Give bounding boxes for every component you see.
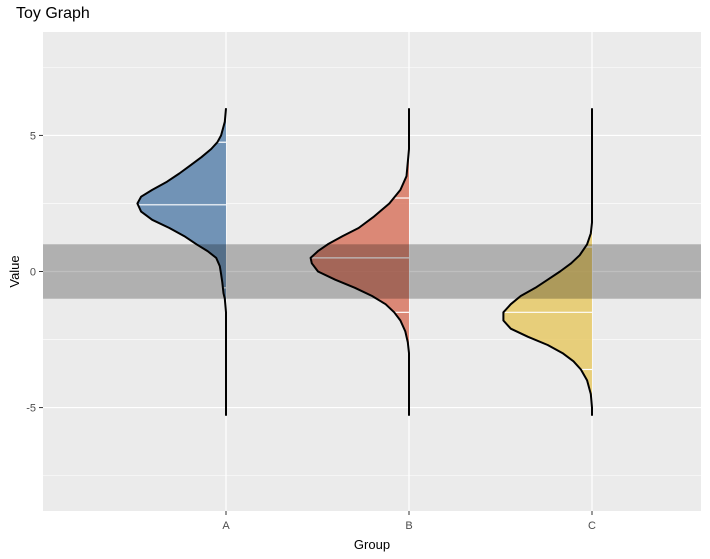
violin-layer [136, 108, 593, 416]
y-tick-label: 0 [30, 267, 36, 279]
violin-fill-C [503, 108, 592, 416]
violin-fill-A [137, 108, 226, 416]
y-axis-title: Value [7, 255, 22, 287]
violin-outline-A [136, 108, 227, 416]
axis-layer: -5 0 5 A B C [26, 130, 596, 532]
violin-outline-B [309, 108, 410, 416]
y-tick-label: 5 [30, 130, 36, 142]
x-tick-label: A [222, 520, 230, 532]
chart-title: Toy Graph [16, 5, 90, 22]
violin-fill-B [310, 108, 409, 416]
y-tick-label: -5 [26, 403, 36, 415]
x-tick-label: C [588, 520, 596, 532]
x-axis-title: Group [354, 537, 390, 552]
reference-band [43, 244, 701, 299]
x-tick-label: B [405, 520, 412, 532]
violin-outline-C [502, 108, 593, 416]
